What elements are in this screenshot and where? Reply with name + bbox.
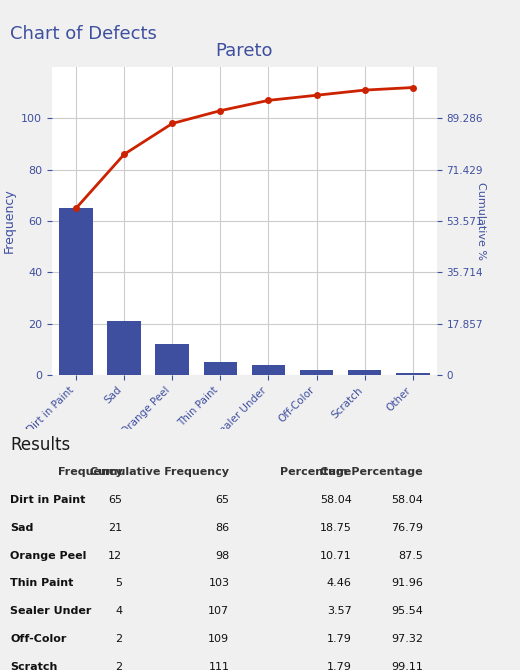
Text: Frequency: Frequency bbox=[58, 468, 122, 478]
Bar bbox=[348, 370, 382, 375]
Text: 99.11: 99.11 bbox=[391, 661, 423, 670]
Text: 91.96: 91.96 bbox=[391, 578, 423, 588]
Text: Sealer Under: Sealer Under bbox=[10, 606, 92, 616]
Y-axis label: Cumulative %: Cumulative % bbox=[476, 182, 486, 260]
Text: Off-Color: Off-Color bbox=[10, 634, 67, 644]
Text: 107: 107 bbox=[209, 606, 229, 616]
Text: 5: 5 bbox=[115, 578, 122, 588]
Text: 21: 21 bbox=[108, 523, 122, 533]
Text: 111: 111 bbox=[209, 661, 229, 670]
Text: Percentage: Percentage bbox=[280, 468, 352, 478]
Text: Dirt in Paint: Dirt in Paint bbox=[10, 495, 86, 505]
Text: 10.71: 10.71 bbox=[320, 551, 352, 561]
Bar bbox=[155, 344, 189, 375]
Text: 2: 2 bbox=[115, 634, 122, 644]
Text: Results: Results bbox=[10, 436, 71, 454]
Bar bbox=[107, 321, 141, 375]
Text: 58.04: 58.04 bbox=[391, 495, 423, 505]
Text: Orange Peel: Orange Peel bbox=[10, 551, 87, 561]
Text: 1.79: 1.79 bbox=[327, 634, 352, 644]
Text: Scratch: Scratch bbox=[10, 661, 58, 670]
Text: 3.57: 3.57 bbox=[327, 606, 352, 616]
Text: 4: 4 bbox=[115, 606, 122, 616]
Text: 58.04: 58.04 bbox=[320, 495, 352, 505]
Title: Pareto: Pareto bbox=[216, 42, 273, 60]
Text: 65: 65 bbox=[215, 495, 229, 505]
Bar bbox=[252, 365, 285, 375]
Bar bbox=[203, 362, 237, 375]
Text: 87.5: 87.5 bbox=[398, 551, 423, 561]
Bar bbox=[59, 208, 93, 375]
Text: 76.79: 76.79 bbox=[391, 523, 423, 533]
Text: 4.46: 4.46 bbox=[327, 578, 352, 588]
Text: 103: 103 bbox=[209, 578, 229, 588]
Text: Thin Paint: Thin Paint bbox=[10, 578, 74, 588]
X-axis label: Paint Defects: Paint Defects bbox=[203, 448, 286, 462]
Text: Chart of Defects: Chart of Defects bbox=[10, 25, 157, 44]
Text: 109: 109 bbox=[209, 634, 229, 644]
Text: 98: 98 bbox=[215, 551, 229, 561]
Text: Cum Percentage: Cum Percentage bbox=[320, 468, 423, 478]
Text: 18.75: 18.75 bbox=[320, 523, 352, 533]
Text: Cumulative Frequency: Cumulative Frequency bbox=[90, 468, 229, 478]
Text: 95.54: 95.54 bbox=[391, 606, 423, 616]
Text: 86: 86 bbox=[215, 523, 229, 533]
Text: 1.79: 1.79 bbox=[327, 661, 352, 670]
Text: 12: 12 bbox=[108, 551, 122, 561]
Y-axis label: Frequency: Frequency bbox=[3, 189, 16, 253]
Text: 65: 65 bbox=[108, 495, 122, 505]
Text: 97.32: 97.32 bbox=[391, 634, 423, 644]
Bar bbox=[300, 370, 333, 375]
Text: 2: 2 bbox=[115, 661, 122, 670]
Bar bbox=[396, 373, 430, 375]
Text: Sad: Sad bbox=[10, 523, 34, 533]
